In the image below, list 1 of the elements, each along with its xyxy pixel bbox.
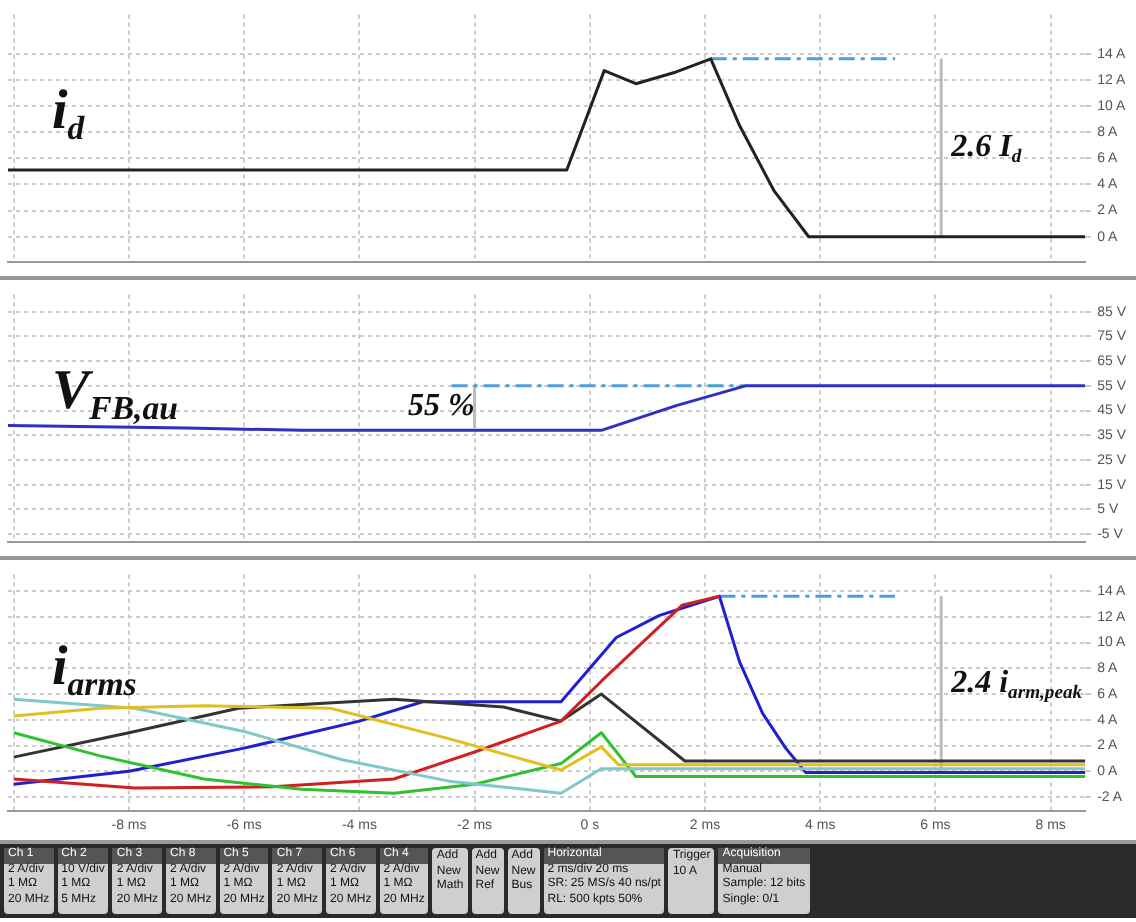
annotation: 55 %	[407, 389, 475, 424]
